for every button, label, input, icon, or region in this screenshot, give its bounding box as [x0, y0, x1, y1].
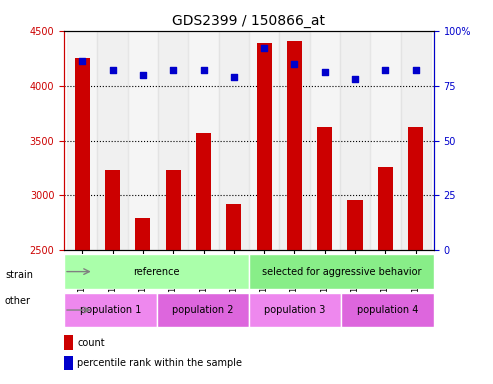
Bar — [188, 31, 219, 250]
Bar — [128, 31, 158, 250]
Point — [351, 76, 359, 82]
Bar — [166, 170, 181, 250]
FancyBboxPatch shape — [341, 293, 434, 327]
Bar — [287, 41, 302, 250]
Bar — [370, 31, 400, 250]
Bar — [256, 43, 272, 250]
Bar — [310, 31, 340, 250]
Bar — [98, 31, 128, 250]
Text: selected for aggressive behavior: selected for aggressive behavior — [262, 266, 421, 276]
Bar — [105, 170, 120, 250]
FancyBboxPatch shape — [157, 293, 249, 327]
Point — [290, 61, 298, 67]
FancyBboxPatch shape — [64, 293, 157, 327]
Bar — [317, 127, 332, 250]
Bar — [249, 31, 279, 250]
Text: population 2: population 2 — [172, 305, 234, 315]
Bar — [135, 218, 150, 250]
Point — [200, 67, 208, 73]
Point — [78, 58, 86, 65]
FancyBboxPatch shape — [249, 293, 341, 327]
FancyBboxPatch shape — [64, 255, 249, 289]
Text: population 4: population 4 — [357, 305, 418, 315]
Bar — [340, 31, 370, 250]
Point — [321, 70, 329, 76]
Bar — [226, 204, 242, 250]
Point — [139, 71, 147, 78]
Bar — [219, 31, 249, 250]
Point — [108, 67, 116, 73]
Bar — [348, 200, 363, 250]
Text: count: count — [77, 338, 105, 348]
Bar — [67, 31, 98, 250]
Point — [382, 67, 389, 73]
Point — [412, 67, 420, 73]
Bar — [378, 167, 393, 250]
Bar — [158, 31, 188, 250]
Text: other: other — [5, 296, 31, 306]
Text: population 3: population 3 — [265, 305, 326, 315]
Point — [260, 45, 268, 51]
FancyBboxPatch shape — [249, 255, 434, 289]
Bar — [64, 356, 73, 371]
Bar — [196, 133, 211, 250]
Text: strain: strain — [5, 270, 33, 280]
Point — [169, 67, 177, 73]
Text: population 1: population 1 — [80, 305, 141, 315]
Point — [230, 74, 238, 80]
Bar — [279, 31, 310, 250]
Title: GDS2399 / 150866_at: GDS2399 / 150866_at — [173, 14, 325, 28]
Text: percentile rank within the sample: percentile rank within the sample — [77, 358, 242, 368]
Bar — [400, 31, 431, 250]
Bar — [408, 127, 423, 250]
Bar — [75, 58, 90, 250]
Text: reference: reference — [133, 266, 180, 276]
Bar — [64, 335, 73, 350]
